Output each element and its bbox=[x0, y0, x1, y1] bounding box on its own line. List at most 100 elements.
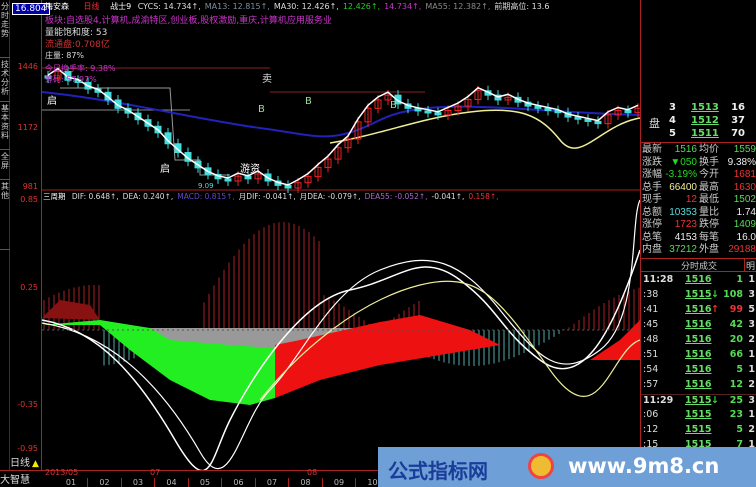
stat-value: 1502 bbox=[733, 194, 756, 205]
step-line bbox=[60, 87, 230, 176]
stat-value: 1630 bbox=[733, 181, 756, 193]
stock-name[interactable]: 梅安森 bbox=[45, 2, 69, 11]
period-label[interactable]: 日线 bbox=[10, 458, 30, 469]
indicator-value: 14.734↑, bbox=[384, 2, 422, 11]
macd-tick: 0.85 bbox=[20, 195, 38, 204]
dea-line bbox=[41, 199, 640, 470]
candle bbox=[294, 182, 302, 189]
tick-row: 11:28 1516 1 1 bbox=[641, 274, 756, 288]
stat-value: 66400 bbox=[669, 181, 697, 193]
day-tab[interactable]: 02 bbox=[89, 478, 122, 487]
day-tab[interactable]: 04 bbox=[156, 478, 189, 487]
ticks-detail-tab[interactable]: 明 bbox=[743, 259, 756, 272]
candle bbox=[604, 114, 612, 125]
candle bbox=[334, 147, 342, 160]
tick-volume: 66 bbox=[729, 349, 743, 360]
tab-fullscreen[interactable]: 全屏 bbox=[0, 150, 10, 180]
triangle-icon[interactable]: ▲ bbox=[32, 459, 39, 469]
macd-tick: -0.95 bbox=[17, 444, 38, 453]
month-label: 2013/05 bbox=[45, 468, 79, 477]
stat-label: 每笔 bbox=[699, 231, 719, 243]
candle bbox=[114, 99, 122, 109]
candle bbox=[394, 94, 402, 105]
tick-row: 11:29 1515 ↓ 25 3 bbox=[641, 394, 756, 408]
candle bbox=[534, 105, 542, 109]
ask-price: 1511 bbox=[691, 128, 719, 139]
tick-volume: 25 bbox=[729, 395, 743, 406]
price-tick: 1446 bbox=[17, 62, 38, 71]
stat-label: 量比 bbox=[699, 206, 719, 218]
day-tab[interactable]: 03 bbox=[122, 478, 155, 487]
period-label[interactable]: 日线 bbox=[83, 2, 100, 11]
sidebar: 分时走势 技术分析 基本资料 全屏 其他 bbox=[0, 0, 10, 470]
stat-label: 外盘 bbox=[699, 244, 719, 255]
start-label: 启 bbox=[47, 94, 57, 107]
tick-price: 1515 bbox=[685, 395, 712, 406]
candle bbox=[374, 99, 382, 109]
day-tab[interactable]: 08 bbox=[290, 478, 323, 487]
turnover-text: 今日换手率: 9.38% bbox=[45, 64, 116, 73]
stat-value: 1409 bbox=[733, 219, 756, 230]
tab-intraday[interactable]: 分时走势 bbox=[0, 0, 10, 58]
candle bbox=[364, 107, 372, 123]
macd-value: -0.041↑, bbox=[431, 192, 465, 201]
stat-label: 内盘 bbox=[642, 244, 662, 255]
stat-label: 换手 bbox=[699, 156, 719, 168]
day-tab[interactable]: 06 bbox=[223, 478, 256, 487]
tab-fundamentals[interactable]: 基本资料 bbox=[0, 102, 10, 150]
y-axis: 1446 1172 981 0.85 0.25 -0.35 -0.95 bbox=[10, 0, 42, 470]
tick-row: :57 1516 12 2 bbox=[641, 379, 756, 393]
day-tab[interactable]: 07 bbox=[256, 478, 289, 487]
candle bbox=[354, 121, 362, 140]
ticks-header: 分时成交 明 bbox=[641, 258, 756, 272]
candle bbox=[314, 166, 322, 178]
day-tab[interactable]: 01 bbox=[55, 478, 88, 487]
indicator-value: CYCS: 14.734↑, bbox=[137, 2, 201, 11]
candle bbox=[304, 176, 312, 184]
tick-arrow-icon: ↓ bbox=[711, 289, 719, 300]
ask-row[interactable]: 4 1512 37 bbox=[641, 115, 756, 129]
stat-label: 涨幅 bbox=[642, 169, 662, 180]
dark-red-area bbox=[42, 300, 100, 320]
indicator-value: MA55: 12.382↑, bbox=[425, 2, 491, 11]
tick-price: 1516 bbox=[685, 319, 712, 330]
watermark: 公式指标网 www.9m8.cn bbox=[378, 447, 756, 487]
macd-value: 月DIF: -0.041↑, bbox=[238, 192, 296, 201]
tick-row: :38 1515 ↓ 108 3 bbox=[641, 289, 756, 303]
buy-label: B bbox=[258, 104, 265, 115]
stat-label: 涨停 bbox=[642, 219, 662, 230]
tick-time: :38 bbox=[643, 289, 659, 300]
stat-label: 最低 bbox=[699, 194, 719, 205]
candle bbox=[624, 109, 632, 114]
day-tab[interactable]: 09 bbox=[323, 478, 356, 487]
tick-count: 3 bbox=[748, 395, 755, 406]
tab-other[interactable]: 其他 bbox=[0, 180, 10, 250]
ask-row[interactable]: 3 1513 16 bbox=[641, 102, 756, 116]
day-tab[interactable]: 05 bbox=[189, 478, 222, 487]
candle bbox=[234, 175, 242, 182]
macd-header: 三周期 DIF: 0.648↑, DEA: 0.240↑, MACD: 0.815↑… bbox=[43, 191, 499, 202]
macd-value: 月DEA: -0.079↑, bbox=[299, 192, 361, 201]
chart-canvas[interactable]: 启 启 游资 卖 B B B 9.09 bbox=[0, 0, 640, 470]
ask-row[interactable]: 5 1511 70 bbox=[641, 128, 756, 142]
tick-time: :06 bbox=[643, 409, 659, 420]
indicator-name[interactable]: 战士9 bbox=[110, 2, 132, 11]
dif-line bbox=[41, 249, 640, 470]
tick-row: :41 1516 ↑ 99 5 bbox=[641, 304, 756, 318]
tick-price: 1516 bbox=[685, 304, 712, 315]
candle bbox=[474, 90, 482, 101]
tab-technical[interactable]: 技术分析 bbox=[0, 58, 10, 102]
signal-line bbox=[259, 280, 640, 401]
tick-row: :12 1515 5 2 bbox=[641, 424, 756, 438]
stat-value: 1681 bbox=[733, 169, 756, 180]
stat-value: 16.0 bbox=[736, 231, 756, 243]
tick-count: 3 bbox=[748, 289, 755, 300]
tick-volume: 108 bbox=[723, 289, 743, 300]
tick-arrow-icon: ↓ bbox=[711, 395, 719, 406]
stat-value: 10353 bbox=[669, 206, 697, 218]
tick-price: 1516 bbox=[685, 334, 712, 345]
candle bbox=[224, 178, 232, 182]
stat-label: 总笔 bbox=[642, 231, 662, 243]
ma-line-blue bbox=[41, 91, 640, 138]
tick-time: :15 bbox=[643, 439, 659, 450]
